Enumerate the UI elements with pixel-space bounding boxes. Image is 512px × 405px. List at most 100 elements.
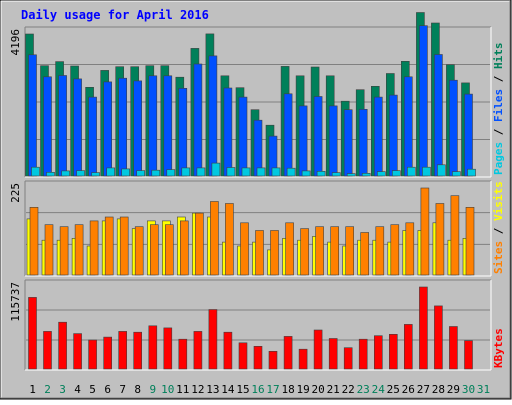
panel-kbytes: 115737 KBytes (9, 279, 505, 371)
bar-kbytes-day-8 (133, 331, 142, 370)
bar-sites-day-22 (345, 226, 355, 276)
bar-kbytes-day-21 (328, 338, 338, 370)
bar-kbytes-day-9 (148, 325, 158, 370)
x-tick-label-day-6: 6 (104, 383, 111, 396)
bar-sites-day-15 (240, 222, 249, 276)
x-tick-label-day-2: 2 (44, 383, 51, 396)
bar-sites-day-12 (195, 212, 204, 276)
bar-files-day-21 (328, 105, 338, 177)
bar-sites-day-14 (225, 203, 234, 276)
bar-sites-day-9 (150, 224, 159, 276)
chart-title: Daily usage for April 2016 (21, 8, 209, 22)
bar-kbytes-day-26 (403, 324, 413, 370)
bar-kbytes-day-30 (464, 340, 473, 370)
x-tick-label-day-3: 3 (59, 383, 66, 396)
bar-files-day-10 (163, 75, 173, 177)
bar-files-day-13 (208, 55, 218, 177)
bar-pages-day-5 (91, 172, 100, 177)
bar-files-day-3 (58, 75, 67, 177)
bar-kbytes-day-24 (373, 335, 383, 370)
bar-sites-day-8 (134, 226, 144, 276)
bar-pages-day-15 (241, 167, 251, 177)
bar-kbytes-day-29 (449, 326, 458, 370)
bar-pages-day-23 (361, 173, 371, 177)
bar-pages-day-28 (437, 164, 446, 177)
bar-pages-day-7 (121, 168, 130, 177)
bar-sites-day-4 (74, 224, 84, 276)
bar-sites-day-5 (89, 220, 99, 276)
bar-sites-day-7 (119, 216, 129, 276)
bar-pages-day-12 (196, 167, 206, 177)
bar-kbytes-day-10 (163, 327, 173, 370)
bar-pages-day-30 (467, 168, 476, 177)
x-tick-label-day-4: 4 (74, 383, 81, 396)
bar-kbytes-day-25 (388, 333, 398, 370)
x-tick-label-day-18: 18 (281, 383, 294, 396)
bar-pages-day-18 (286, 167, 296, 177)
x-tick-label-day-25: 25 (387, 383, 400, 396)
x-tick-label-day-15: 15 (236, 383, 249, 396)
bar-kbytes-day-19 (298, 348, 308, 370)
bar-kbytes-day-3 (58, 321, 67, 370)
bar-kbytes-day-11 (178, 338, 188, 370)
series-kbytes (28, 286, 473, 370)
bar-sites-day-28 (435, 203, 445, 276)
x-tick-label-day-8: 8 (134, 383, 141, 396)
bar-sites-day-25 (390, 224, 400, 276)
bar-files-day-23 (358, 109, 368, 177)
bar-pages-day-11 (181, 167, 191, 177)
bar-files-day-30 (464, 93, 473, 177)
bar-sites-day-6 (104, 216, 114, 276)
x-tick-label-day-7: 7 (119, 383, 126, 396)
series-files (28, 25, 473, 177)
panel-max-label: 115737 (9, 282, 22, 322)
x-tick-label-day-14: 14 (221, 383, 235, 396)
bar-files-day-7 (118, 77, 127, 177)
x-tick-label-day-30: 30 (462, 383, 475, 396)
bar-sites-day-20 (315, 226, 324, 276)
x-axis-labels: 1 2 3 4 5 6 7 8 9 10 11 12 13 14 15 16 17 18 19 20 21 22 23 24 2… (29, 383, 490, 396)
bar-sites-day-13 (210, 201, 219, 276)
bar-files-day-4 (73, 78, 82, 177)
bar-sites-day-21 (330, 226, 340, 276)
x-tick-label-day-1: 1 (29, 383, 36, 396)
x-tick-label-day-29: 29 (447, 383, 460, 396)
bar-kbytes-day-1 (28, 297, 37, 370)
series-pages (31, 162, 476, 177)
bar-kbytes-day-7 (118, 331, 127, 370)
bar-sites-day-10 (165, 224, 174, 276)
x-tick-label-day-31: 31 (477, 383, 490, 396)
bar-kbytes-day-17 (268, 350, 278, 370)
bar-kbytes-day-27 (419, 286, 428, 370)
panel-max-label: 225 (9, 183, 22, 203)
panel-max-label: 4196 (9, 29, 22, 56)
legend-separator: / (492, 69, 505, 89)
bar-files-day-18 (283, 93, 293, 177)
bar-files-day-14 (223, 87, 233, 177)
bar-sites-day-1 (29, 207, 39, 276)
bar-files-day-12 (193, 63, 203, 177)
bar-pages-day-17 (271, 167, 281, 177)
bar-kbytes-day-6 (103, 336, 112, 370)
bar-kbytes-day-15 (238, 342, 248, 370)
bar-files-day-8 (133, 80, 142, 177)
bar-sites-day-30 (465, 207, 475, 276)
bar-files-day-9 (148, 75, 158, 177)
bar-sites-day-27 (420, 187, 430, 276)
bar-pages-day-4 (76, 170, 85, 177)
bar-kbytes-day-28 (434, 305, 443, 370)
x-tick-label-day-22: 22 (342, 383, 355, 396)
bar-pages-day-9 (151, 169, 161, 177)
x-tick-label-day-17: 17 (266, 383, 279, 396)
legend-sites: Sites (492, 241, 505, 274)
bar-pages-day-13 (211, 162, 221, 177)
legend-hits: Hits (492, 43, 505, 70)
bar-kbytes-day-13 (208, 309, 218, 370)
x-tick-label-day-21: 21 (327, 383, 340, 396)
bar-files-day-15 (238, 96, 248, 177)
bar-files-day-1 (28, 54, 37, 177)
bar-pages-day-10 (166, 169, 176, 177)
panel-sites-visits: 225 Sites / Visits (9, 180, 505, 277)
